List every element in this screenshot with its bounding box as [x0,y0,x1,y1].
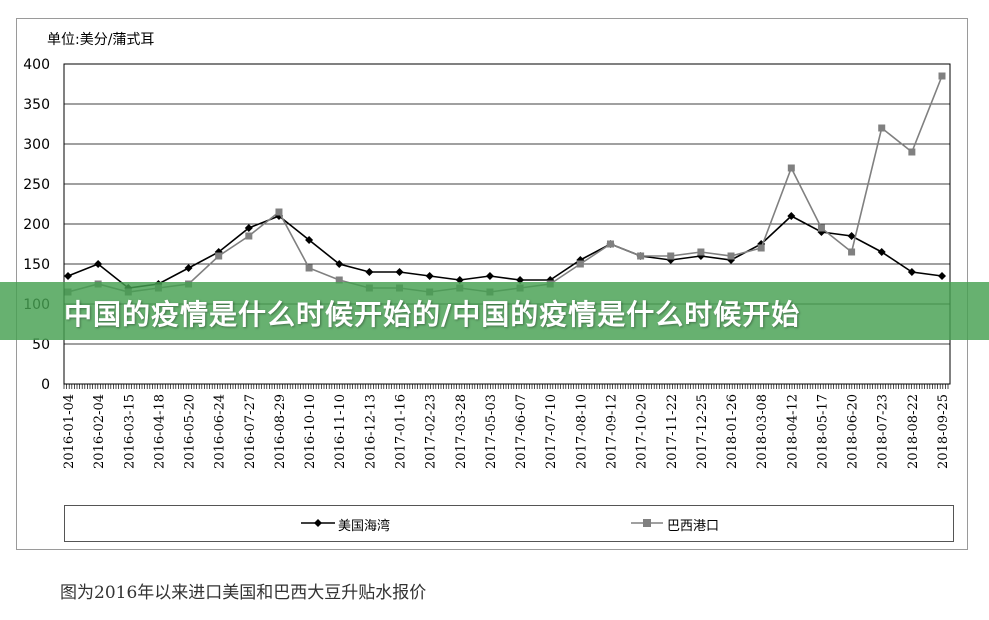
x-tick-label: 2016-04-18 [152,394,167,469]
data-point-br [637,252,645,260]
data-point-br [878,124,886,132]
x-tick-label: 2017-06-07 [514,394,529,469]
data-point-br [275,208,283,216]
x-tick-label: 2018-08-22 [906,394,921,469]
y-tick-label: 50 [32,337,50,353]
x-tick-label: 2017-12-25 [695,394,710,469]
data-point-br [697,248,705,256]
data-point-us [425,272,434,280]
data-point-us [365,268,374,276]
x-tick-label: 2017-09-12 [604,394,619,469]
data-point-br [215,252,223,260]
x-tick-label: 2016-08-29 [273,394,288,469]
data-point-us [244,224,253,232]
unit-label: 单位:美分/蒲式耳 [47,32,154,48]
data-point-br [305,264,313,272]
data-point-us [907,268,916,276]
x-tick-label: 2016-06-24 [213,394,228,469]
data-point-us [184,264,193,272]
x-tick-label: 2018-06-20 [846,394,861,469]
x-tick-label: 2018-05-17 [815,394,830,469]
data-point-br [245,232,253,240]
x-tick-label: 2016-11-10 [333,394,348,469]
y-tick-label: 350 [23,97,50,113]
data-point-us [485,272,494,280]
x-tick-label: 2017-01-16 [394,394,409,469]
data-point-us [94,260,103,268]
plot-area [63,63,951,385]
legend-label-br: 巴西港口 [667,519,720,534]
x-tick-label: 2016-02-04 [92,394,107,469]
banner-text: 中国的疫情是什么时候开始的/中国的疫情是什么时候开始 [64,298,801,331]
y-tick-label: 0 [41,377,50,393]
x-tick-label: 2017-05-03 [484,394,499,469]
axis-layer: 0501001502002503003504002016-01-042016-0… [23,57,951,469]
data-point-us [305,236,314,244]
data-point-br [848,248,856,256]
x-tick-label: 2018-04-12 [785,394,800,469]
data-point-br [908,148,916,156]
x-tick-label: 2017-02-23 [424,394,439,469]
data-point-br [787,164,795,172]
legend: 美国海湾 巴西港口 [64,505,954,542]
y-tick-label: 250 [23,177,50,193]
data-point-us [64,272,72,280]
data-point-us [335,260,344,268]
legend-br-marker [643,519,651,527]
data-point-us [938,272,946,280]
x-tick-label: 2018-03-08 [755,394,770,469]
y-tick-label: 200 [23,217,50,233]
y-tick-label: 300 [23,137,50,153]
data-point-us [877,248,886,256]
legend-us-marker [314,519,322,527]
x-tick-label: 2016-01-04 [62,394,77,469]
series-line-1 [67,215,943,289]
x-tick-label: 2016-05-20 [183,394,198,469]
data-point-us [847,232,856,240]
data-point-br [938,72,946,80]
x-tick-label: 2017-11-22 [665,394,680,469]
x-tick-label: 2016-12-13 [363,394,378,469]
title-banner: 中国的疫情是什么时候开始的/中国的疫情是什么时候开始 [0,282,989,340]
data-point-br [817,224,825,232]
x-tick-label: 2017-03-28 [454,394,469,469]
y-tick-label: 150 [23,257,50,273]
data-point-br [335,276,343,284]
x-tick-label: 2016-10-10 [303,394,318,469]
data-point-us [787,212,796,220]
x-tick-label: 2016-03-15 [122,394,137,469]
x-tick-label: 2017-10-20 [635,394,650,469]
data-point-us [395,268,404,276]
x-tick-label: 2018-09-25 [936,394,951,469]
y-tick-label: 400 [23,57,50,73]
x-tick-label: 2018-07-23 [876,394,891,469]
data-point-br [606,240,614,248]
data-point-br [727,252,735,260]
data-point-br [757,244,765,252]
legend-label-us: 美国海湾 [338,519,391,534]
figure-caption: 图为2016年以来进口美国和巴西大豆升贴水报价 [60,583,427,603]
x-tick-label: 2017-07-10 [544,394,559,469]
x-tick-label: 2017-08-10 [574,394,589,469]
data-point-br [576,260,584,268]
data-point-br [667,252,675,260]
x-tick-label: 2016-07-27 [243,394,258,469]
x-tick-label: 2018-01-26 [725,394,740,469]
